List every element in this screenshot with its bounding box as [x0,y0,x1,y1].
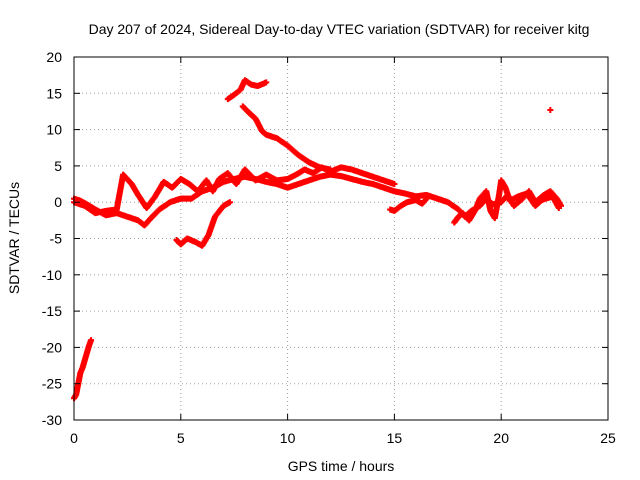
series-early-drop [71,337,95,402]
x-tick-label: 5 [177,430,185,446]
y-tick-label: 10 [46,122,62,138]
y-tick-label: -20 [42,339,62,355]
y-axis-label: SDTVAR / TECUs [6,182,22,294]
y-tick-label: 20 [46,49,62,65]
x-tick-label: 20 [493,430,509,446]
data-point [327,166,334,173]
y-tick-label: -30 [42,412,62,428]
data-point [263,79,270,86]
series-dip-segment [387,193,432,214]
series-descending-branch [239,103,334,173]
data-point [88,337,95,344]
x-tick-label: 25 [600,430,616,446]
data-layer [71,77,565,402]
x-tick-label: 15 [387,430,403,446]
series-late-cluster [451,177,562,226]
data-point [391,181,398,188]
y-tick-label: -5 [50,231,63,247]
series-outlier [547,106,554,113]
y-tick-label: -25 [42,376,62,392]
data-point [555,205,562,212]
chart-title: Day 207 of 2024, Sidereal Day-to-day VTE… [89,21,590,37]
y-tick-label: 15 [46,85,62,101]
data-point [547,106,554,113]
series-top-segment [224,77,270,103]
ticks [73,56,609,421]
y-tick-label: 5 [54,158,62,174]
y-tick-label: -10 [42,267,62,283]
series-low-branch [173,199,233,249]
y-tick-label: -15 [42,303,62,319]
series-secondary-track [71,164,398,217]
y-tick-label: 0 [54,194,62,210]
tick-labels: 0 5 10 15 20 25 -30 -25 -20 -15 -10 -5 0 5 10 15 20 [42,49,616,446]
data-point [226,199,233,206]
x-tick-label: 10 [280,430,296,446]
x-axis-label: GPS time / hours [288,458,395,474]
x-tick-label: 0 [70,430,78,446]
data-point [425,193,432,200]
